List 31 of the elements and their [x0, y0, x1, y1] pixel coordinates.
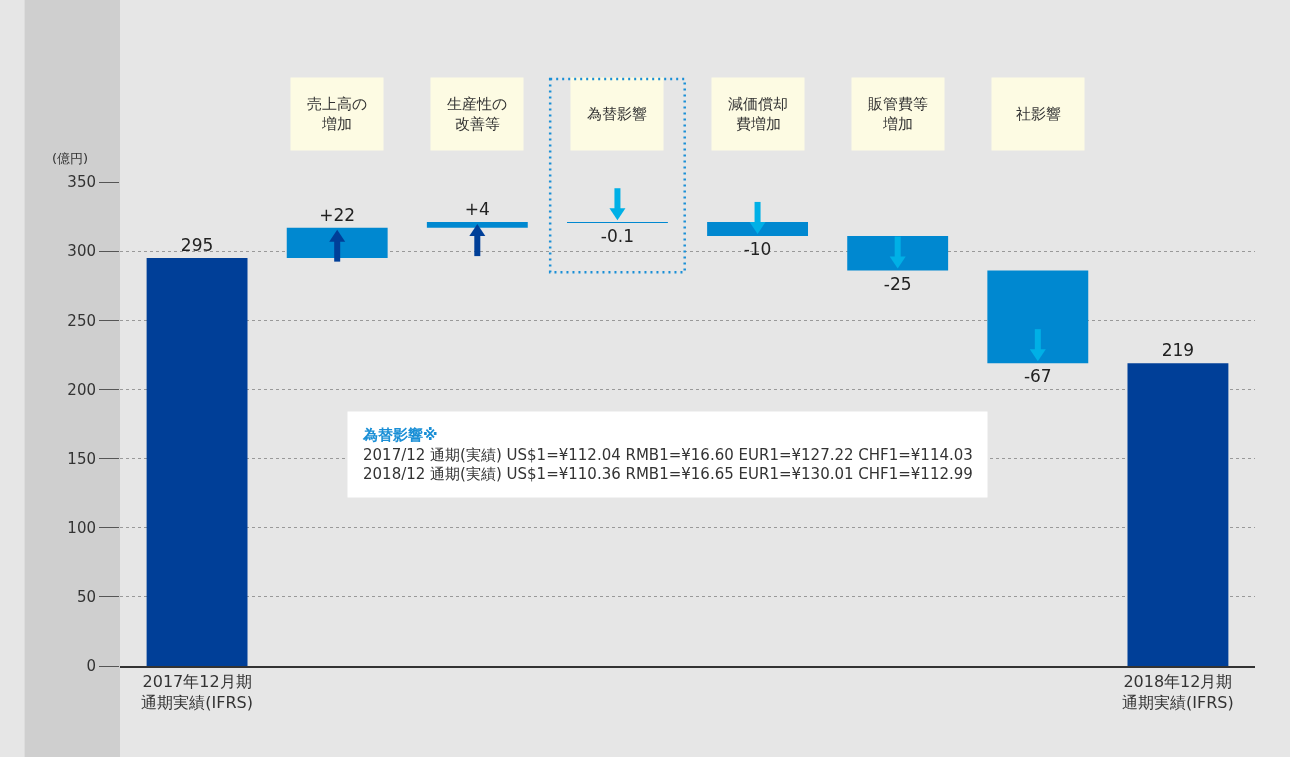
data-label: 295 — [180, 235, 214, 256]
x-tick-label: 2018年12月期通期実績(IFRS) — [1122, 671, 1234, 712]
y-tick-label: 300 — [67, 242, 96, 261]
x-tick-label: 為替影響 — [587, 105, 647, 123]
x-tick-label: 売上高の増加 — [307, 95, 367, 133]
x-tick-label: 生産性の改善等 — [447, 95, 507, 133]
data-label: -67 — [1023, 366, 1052, 387]
x-tick-label: 2017年12月期通期実績(IFRS) — [141, 671, 253, 712]
x-tick-label: 減価償却費増加 — [728, 95, 788, 133]
y-tick-label: 0 — [86, 657, 96, 676]
bar — [707, 222, 809, 236]
data-label: -0.1 — [600, 226, 635, 246]
bar — [146, 258, 248, 666]
data-label: +22 — [319, 204, 356, 225]
bar — [1127, 363, 1229, 666]
y-tick-label: 100 — [67, 518, 96, 537]
y-tick-label: 150 — [67, 449, 96, 468]
x-tick-label: 販管費等増加 — [868, 95, 928, 133]
bar — [847, 235, 949, 271]
data-label: -25 — [883, 273, 912, 294]
y-tick-label: 50 — [76, 588, 96, 607]
y-tick-label: 200 — [67, 380, 96, 399]
data-label: +4 — [464, 199, 490, 220]
y-tick-label: 350 — [67, 173, 96, 192]
y-axis-title: (億円) — [52, 151, 89, 166]
y-tick-label: 250 — [67, 311, 96, 330]
x-tick-label: 社影響 — [1015, 105, 1061, 123]
data-label: -10 — [743, 238, 772, 259]
data-label: 219 — [1161, 340, 1195, 361]
bar — [987, 270, 1089, 364]
annotation: 為替影響※ 2017/12 通期(実績) US$1=¥112.04 RMB1=¥16.60 EUR1=¥127.22 CHF1=¥114.03 2018/12 通期(実績) US$1=¥110.36 RMB1=¥16.65 EUR1=¥130.01 CHF1=¥112.99 — [362, 426, 973, 483]
